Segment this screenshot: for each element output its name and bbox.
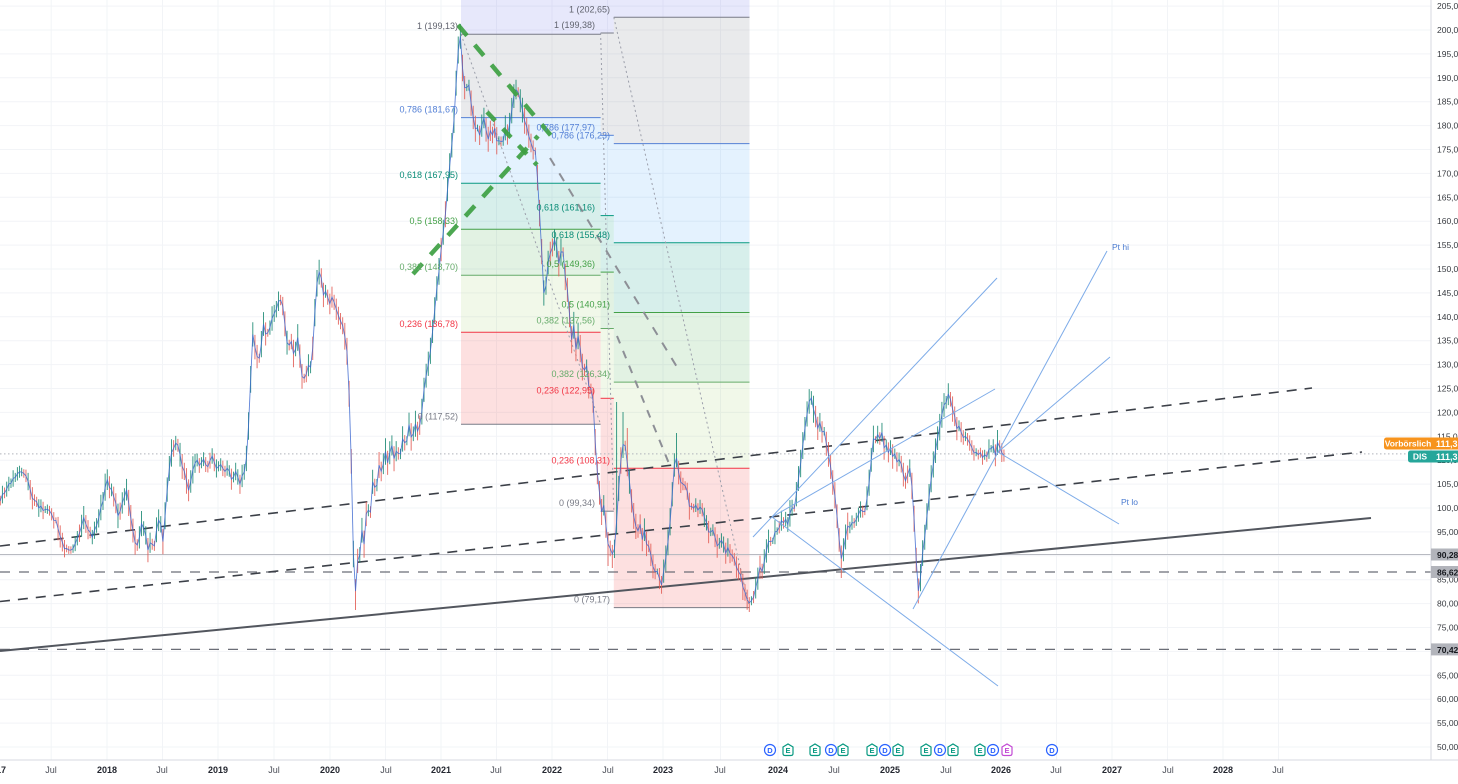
- svg-text:165,00: 165,00: [1437, 192, 1458, 202]
- svg-text:E: E: [812, 746, 817, 755]
- svg-text:2023: 2023: [653, 765, 673, 775]
- svg-text:145,00: 145,00: [1437, 288, 1458, 298]
- svg-text:105,00: 105,00: [1437, 479, 1458, 489]
- svg-text:0 (99,34): 0 (99,34): [559, 498, 595, 508]
- svg-text:0 (117,52): 0 (117,52): [418, 411, 458, 421]
- svg-text:150,00: 150,00: [1437, 264, 1458, 274]
- svg-text:0,382 (148,70): 0,382 (148,70): [399, 262, 458, 272]
- svg-text:70,42: 70,42: [1437, 645, 1458, 655]
- svg-text:0,5 (158,33): 0,5 (158,33): [409, 216, 458, 226]
- svg-text:Jul: Jul: [1162, 765, 1174, 775]
- svg-text:100,00: 100,00: [1437, 503, 1458, 513]
- svg-text:Jul: Jul: [1050, 765, 1062, 775]
- svg-text:2027: 2027: [1102, 765, 1122, 775]
- svg-text:140,00: 140,00: [1437, 312, 1458, 322]
- svg-text:0,618 (161,16): 0,618 (161,16): [536, 203, 595, 213]
- svg-text:111,31: 111,31: [1436, 452, 1458, 462]
- svg-text:130,00: 130,00: [1437, 360, 1458, 370]
- svg-text:180,00: 180,00: [1437, 121, 1458, 131]
- svg-text:2022: 2022: [542, 765, 562, 775]
- svg-text:D: D: [828, 746, 834, 755]
- svg-text:0,236 (122,95): 0,236 (122,95): [536, 385, 595, 395]
- svg-text:2021: 2021: [431, 765, 451, 775]
- svg-text:0,236 (108,31): 0,236 (108,31): [551, 455, 610, 465]
- svg-text:1 (199,13): 1 (199,13): [417, 21, 458, 31]
- svg-text:Jul: Jul: [45, 765, 57, 775]
- svg-text:86,62: 86,62: [1437, 568, 1458, 578]
- svg-text:0,236 (136,78): 0,236 (136,78): [399, 319, 458, 329]
- svg-text:E: E: [785, 746, 790, 755]
- svg-text:60,00: 60,00: [1437, 694, 1458, 704]
- svg-text:0,618 (155,48): 0,618 (155,48): [551, 230, 610, 240]
- svg-text:111,31: 111,31: [1436, 439, 1458, 449]
- svg-text:Jul: Jul: [490, 765, 502, 775]
- svg-text:E: E: [895, 746, 900, 755]
- svg-text:175,00: 175,00: [1437, 145, 1458, 155]
- svg-text:D: D: [767, 746, 773, 755]
- svg-text:D: D: [1049, 746, 1055, 755]
- svg-text:E: E: [1004, 746, 1009, 755]
- svg-text:Jul: Jul: [828, 765, 840, 775]
- svg-text:D: D: [937, 746, 943, 755]
- svg-text:120,00: 120,00: [1437, 407, 1458, 417]
- svg-text:125,00: 125,00: [1437, 384, 1458, 394]
- svg-text:0,786 (176,23): 0,786 (176,23): [551, 131, 610, 141]
- svg-text:Jul: Jul: [940, 765, 952, 775]
- svg-text:2017: 2017: [0, 765, 6, 775]
- svg-text:Jul: Jul: [602, 765, 614, 775]
- svg-text:95,00: 95,00: [1437, 527, 1458, 537]
- svg-text:Jul: Jul: [268, 765, 280, 775]
- svg-text:Jul: Jul: [156, 765, 168, 775]
- svg-text:55,00: 55,00: [1437, 718, 1458, 728]
- svg-text:135,00: 135,00: [1437, 336, 1458, 346]
- svg-text:160,00: 160,00: [1437, 216, 1458, 226]
- svg-text:2019: 2019: [208, 765, 228, 775]
- svg-text:Jul: Jul: [380, 765, 392, 775]
- svg-text:Pt lo: Pt lo: [1121, 497, 1138, 507]
- svg-text:0 (79,17): 0 (79,17): [574, 595, 610, 605]
- svg-text:Vorbörslich: Vorbörslich: [1385, 439, 1432, 449]
- svg-text:D: D: [990, 746, 996, 755]
- svg-text:0,5 (149,36): 0,5 (149,36): [546, 259, 595, 269]
- svg-text:155,00: 155,00: [1437, 240, 1458, 250]
- svg-text:E: E: [869, 746, 874, 755]
- svg-text:DIS: DIS: [1413, 452, 1428, 462]
- svg-text:E: E: [977, 746, 982, 755]
- svg-text:0,5 (140,91): 0,5 (140,91): [561, 300, 610, 310]
- svg-text:E: E: [950, 746, 955, 755]
- svg-text:2025: 2025: [880, 765, 900, 775]
- svg-text:190,00: 190,00: [1437, 73, 1458, 83]
- svg-text:50,00: 50,00: [1437, 742, 1458, 752]
- svg-text:185,00: 185,00: [1437, 97, 1458, 107]
- svg-text:0,618 (167,95): 0,618 (167,95): [399, 170, 458, 180]
- svg-text:205,00: 205,00: [1437, 1, 1458, 11]
- svg-text:0,786 (181,67): 0,786 (181,67): [399, 105, 458, 115]
- svg-text:195,00: 195,00: [1437, 49, 1458, 59]
- svg-text:D: D: [882, 746, 888, 755]
- svg-text:Jul: Jul: [714, 765, 726, 775]
- svg-text:E: E: [923, 746, 928, 755]
- svg-text:75,00: 75,00: [1437, 623, 1458, 633]
- svg-text:0,382 (126,34): 0,382 (126,34): [551, 369, 610, 379]
- svg-text:2028: 2028: [1213, 765, 1233, 775]
- svg-text:2018: 2018: [97, 765, 117, 775]
- svg-text:2020: 2020: [320, 765, 340, 775]
- svg-text:80,00: 80,00: [1437, 599, 1458, 609]
- svg-text:0,382 (137,56): 0,382 (137,56): [536, 316, 595, 326]
- svg-text:2026: 2026: [991, 765, 1011, 775]
- svg-text:65,00: 65,00: [1437, 670, 1458, 680]
- svg-text:2024: 2024: [768, 765, 788, 775]
- svg-text:1 (199,38): 1 (199,38): [554, 20, 595, 30]
- svg-text:Jul: Jul: [1272, 765, 1284, 775]
- svg-text:1 (202,65): 1 (202,65): [569, 4, 610, 14]
- svg-text:Pt hi: Pt hi: [1112, 242, 1129, 252]
- svg-text:E: E: [840, 746, 845, 755]
- svg-text:200,00: 200,00: [1437, 25, 1458, 35]
- svg-text:0,786 (177,97): 0,786 (177,97): [536, 122, 595, 132]
- svg-text:85,00: 85,00: [1437, 575, 1458, 585]
- svg-text:90,28: 90,28: [1437, 550, 1458, 560]
- svg-text:115,00: 115,00: [1437, 431, 1458, 441]
- svg-text:170,00: 170,00: [1437, 168, 1458, 178]
